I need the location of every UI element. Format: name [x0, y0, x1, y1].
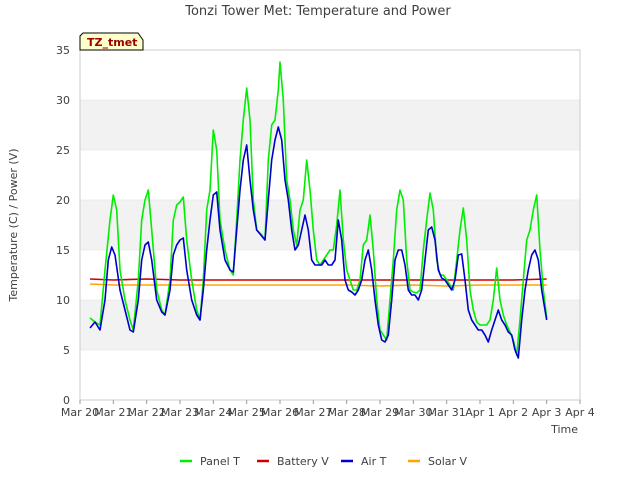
- y-tick-label: 15: [56, 244, 70, 257]
- grid-band: [80, 100, 580, 150]
- y-tick-label: 25: [56, 144, 70, 157]
- background-bands: [80, 50, 580, 401]
- x-tick-label: Mar 28: [328, 406, 366, 419]
- series-line-air-t: [89, 126, 548, 359]
- chart-title: Tonzi Tower Met: Temperature and Power: [184, 4, 451, 19]
- grid-band: [80, 300, 580, 350]
- grid-band: [80, 50, 580, 100]
- x-tick-label: Apr 2: [499, 406, 529, 419]
- x-tick-label: Mar 26: [261, 406, 299, 419]
- x-tick-label: Mar 20: [61, 406, 99, 419]
- y-axis-ticks: 0 5 10 15 20 25 30 35: [56, 44, 70, 407]
- annotation-label: TZ_tmet: [87, 36, 137, 49]
- x-tick-label: Mar 27: [294, 406, 332, 419]
- legend-label-battery-v: Battery V: [277, 455, 329, 468]
- x-tick-label: Apr 3: [532, 406, 562, 419]
- plot-area: [79, 49, 581, 401]
- x-tick-label: Mar 21: [94, 406, 132, 419]
- y-tick-label: 20: [56, 194, 70, 207]
- grid-band: [80, 350, 580, 400]
- y-tick-label: 35: [56, 44, 70, 57]
- x-tick-label: Mar 29: [361, 406, 399, 419]
- x-tick-label: Mar 22: [128, 406, 166, 419]
- grid-band: [80, 150, 580, 200]
- x-axis-label: Time: [550, 423, 578, 436]
- x-tick-label: Mar 23: [161, 406, 199, 419]
- legend: Panel T Battery V Air T Solar V: [180, 455, 468, 468]
- y-tick-label: 30: [56, 94, 70, 107]
- x-tick-label: Mar 25: [228, 406, 266, 419]
- y-tick-label: 0: [63, 394, 70, 407]
- legend-label-air-t: Air T: [361, 455, 387, 468]
- annotation-tag: TZ_tmet: [79, 32, 144, 51]
- x-tick-label: Mar 30: [394, 406, 432, 419]
- x-tick-label: Apr 1: [465, 406, 495, 419]
- y-tick-label: 10: [56, 294, 70, 307]
- x-tick-label: Mar 31: [428, 406, 466, 419]
- x-tick-label: Mar 24: [194, 406, 232, 419]
- annotation-box: [79, 32, 144, 51]
- y-tick-label: 5: [63, 344, 70, 357]
- series-line-panel-t: [89, 61, 548, 356]
- series-layer: [89, 61, 548, 359]
- y-axis-label: Temperature (C) / Power (V): [7, 148, 20, 302]
- legend-label-solar-v: Solar V: [428, 455, 468, 468]
- grid-band: [80, 200, 580, 250]
- legend-label-panel-t: Panel T: [200, 455, 240, 468]
- x-tick-label: Apr 4: [565, 406, 595, 419]
- series-line-solar-v: [89, 283, 547, 287]
